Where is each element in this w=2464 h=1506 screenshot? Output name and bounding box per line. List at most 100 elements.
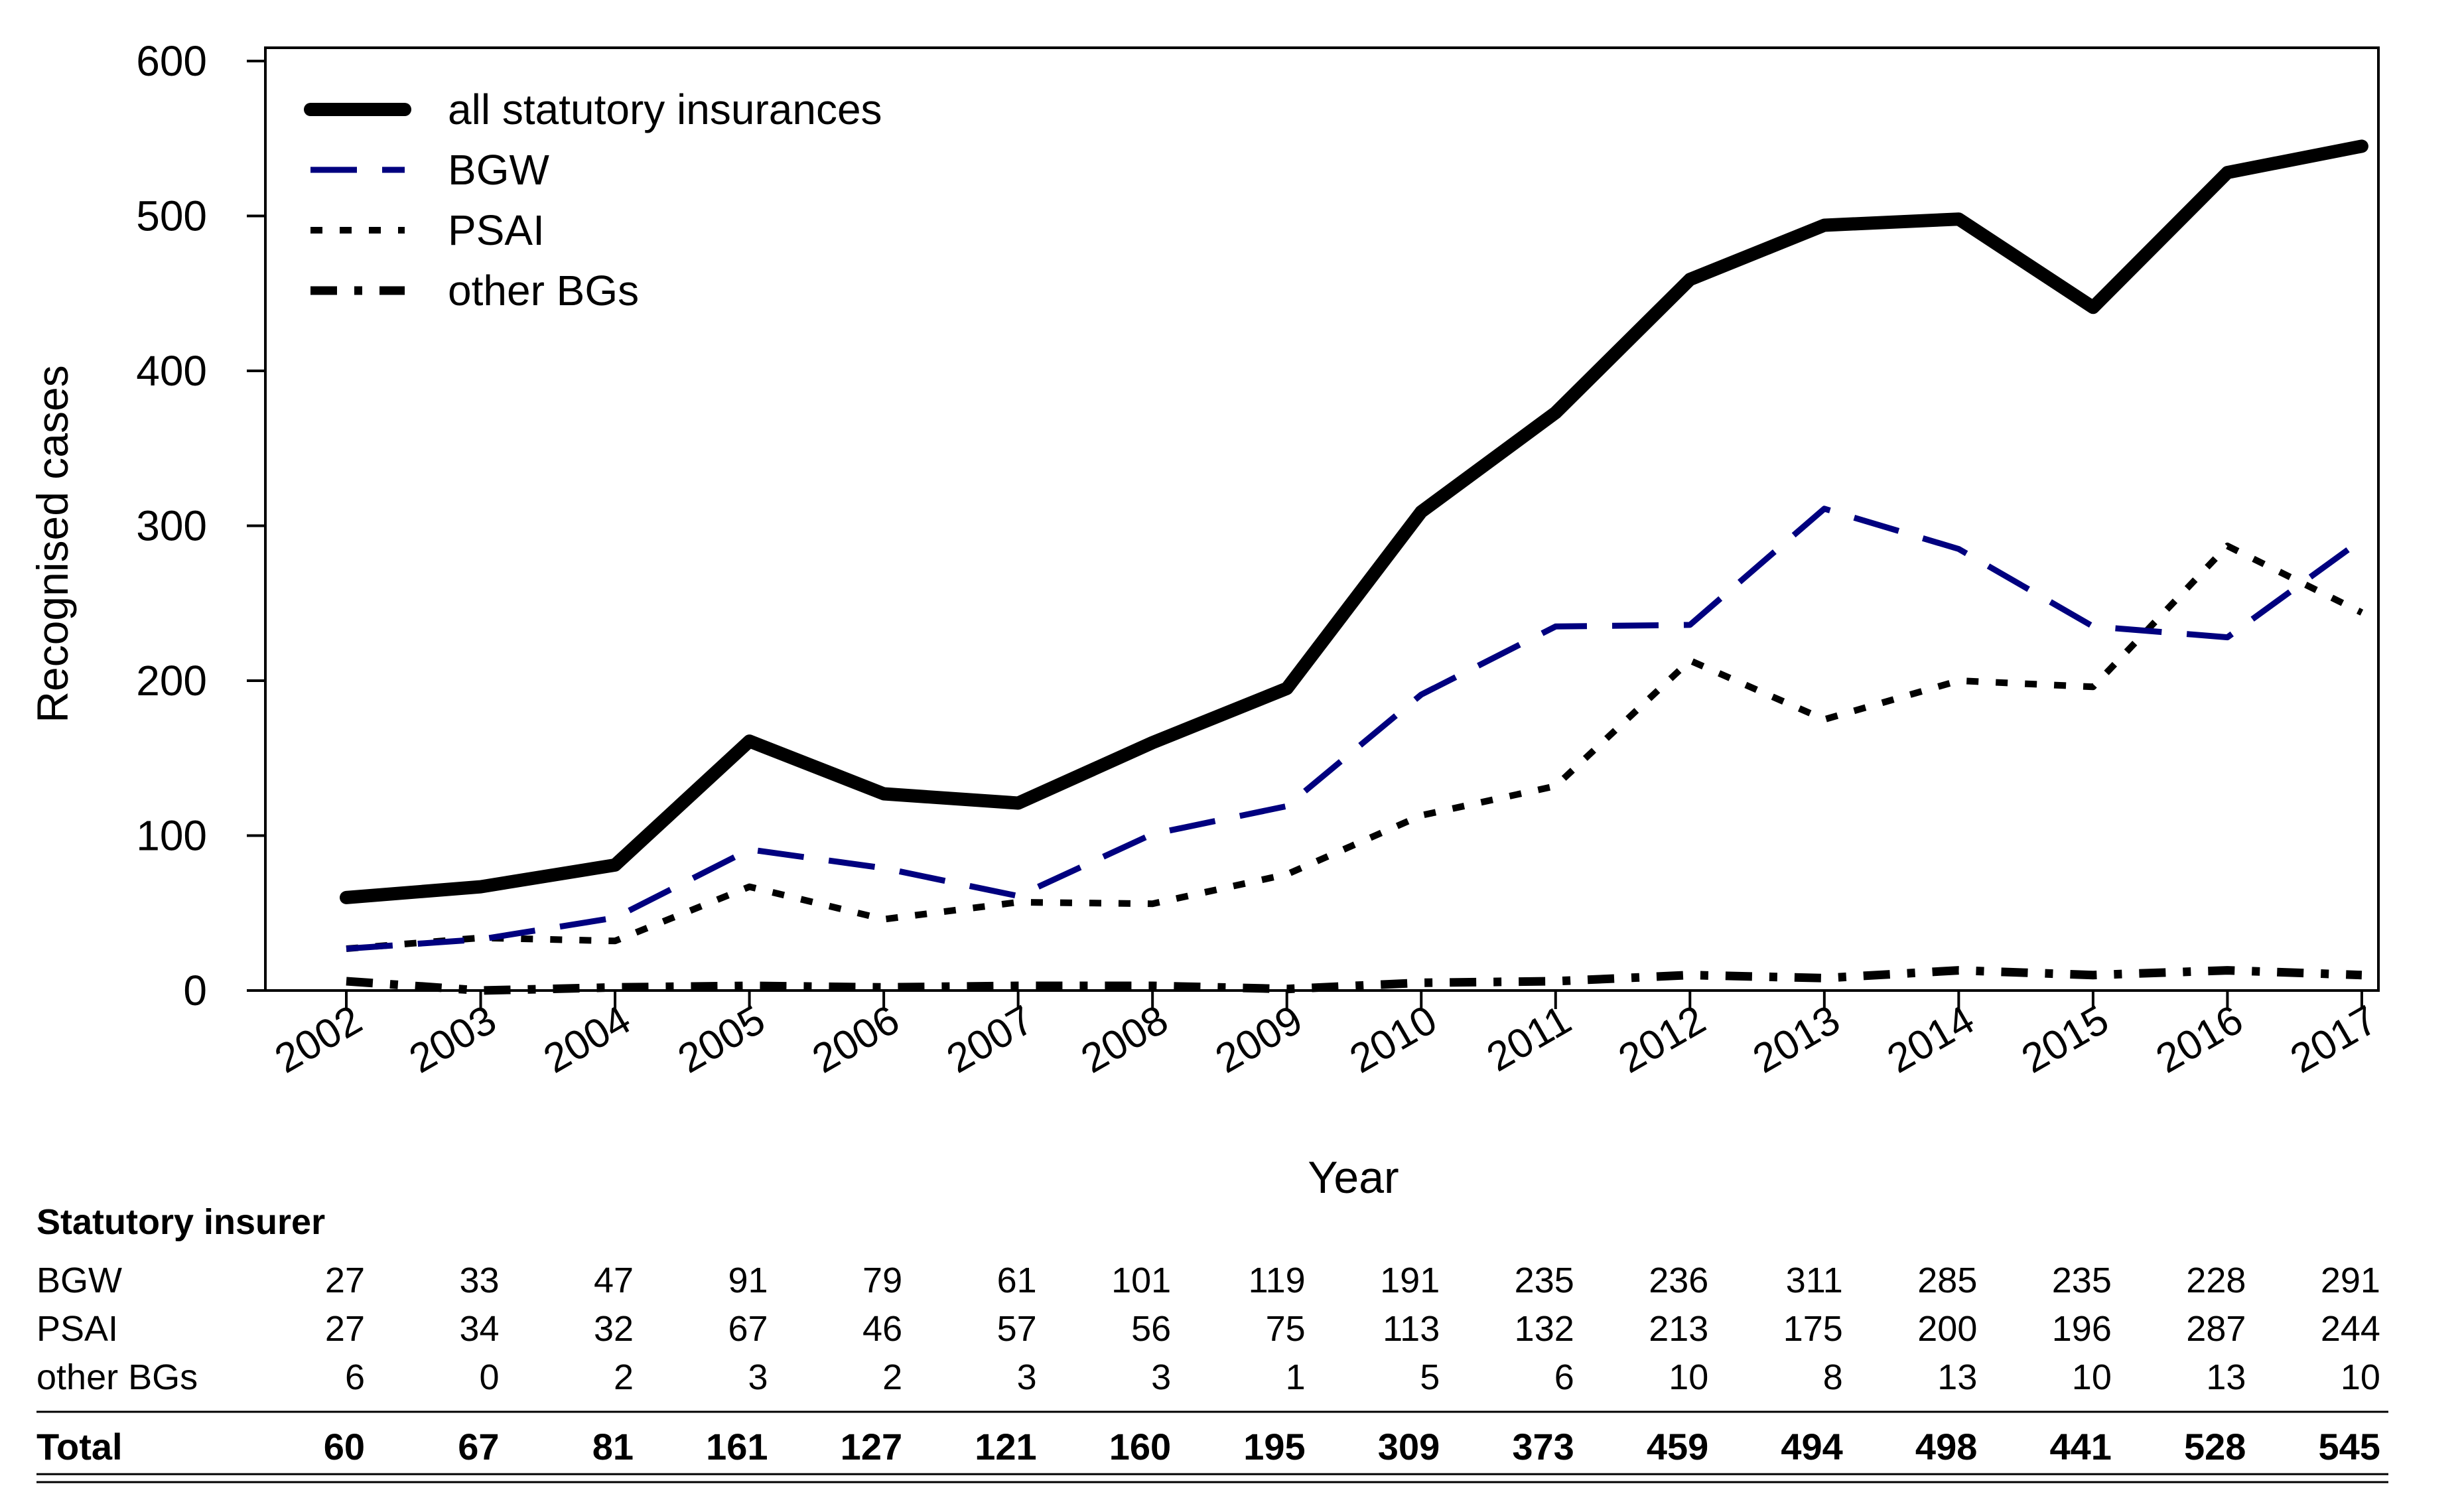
table-cell: 67 bbox=[728, 1309, 768, 1349]
data-point-psai bbox=[883, 919, 884, 920]
legend: all statutory insurances BGW PSAI other BGs bbox=[304, 86, 882, 314]
table-heading: Statutory insurer bbox=[36, 1202, 325, 1242]
x-tick-label: 2009 bbox=[1208, 996, 1310, 1082]
x-tick-label: 2017 bbox=[2283, 996, 2385, 1082]
legend-label-other-bgs: other BGs bbox=[448, 267, 639, 314]
table-cell: 57 bbox=[997, 1309, 1037, 1349]
data-point-other-bgs bbox=[614, 987, 616, 988]
series-line-other-bgs bbox=[346, 966, 2362, 995]
table-cell: 113 bbox=[1383, 1309, 1440, 1349]
table-cell: 6 bbox=[345, 1357, 365, 1397]
plot-frame bbox=[264, 46, 2380, 992]
table-cell: 213 bbox=[1649, 1309, 1708, 1349]
y-tick-label: 600 bbox=[136, 37, 207, 85]
table-total-cell: 81 bbox=[592, 1426, 634, 1468]
table-cell: 244 bbox=[2321, 1309, 2380, 1349]
table-cell: 2 bbox=[882, 1357, 902, 1397]
x-tick-label: 2013 bbox=[1745, 996, 1848, 1082]
table-cell: 287 bbox=[2186, 1309, 2246, 1349]
table-cell: 13 bbox=[1937, 1357, 1977, 1397]
table-total-cell: 161 bbox=[706, 1426, 768, 1468]
table-cell: 3 bbox=[1151, 1357, 1171, 1397]
table-cell: 0 bbox=[479, 1357, 499, 1397]
table-cell: 235 bbox=[1515, 1261, 1574, 1300]
data-point-psai bbox=[480, 937, 482, 939]
table-cell: 46 bbox=[862, 1309, 902, 1349]
table-cell: 196 bbox=[2052, 1309, 2112, 1349]
table-cell: 5 bbox=[1420, 1357, 1440, 1397]
data-point-bgw bbox=[480, 939, 482, 940]
data-point-bgw bbox=[1152, 833, 1153, 835]
table-cell: 3 bbox=[1017, 1357, 1037, 1397]
data-point-other-bgs bbox=[1420, 982, 1422, 983]
x-tick-label: 2014 bbox=[1880, 996, 1982, 1082]
table-row-label: PSAI bbox=[36, 1309, 118, 1349]
table-cell: 191 bbox=[1380, 1261, 1440, 1300]
table-cell: 311 bbox=[1786, 1261, 1843, 1300]
series-line-bgw bbox=[346, 506, 2364, 952]
x-tick-label: 2016 bbox=[2148, 996, 2250, 1082]
data-point-other-bgs bbox=[1555, 981, 1556, 982]
table-cell: 235 bbox=[2052, 1261, 2112, 1300]
table-cell: 3 bbox=[748, 1357, 768, 1397]
table-cell: 10 bbox=[2072, 1357, 2112, 1397]
y-tick-label: 400 bbox=[136, 347, 207, 395]
table-total-cell: 545 bbox=[2319, 1426, 2380, 1468]
table-row-label: BGW bbox=[36, 1261, 122, 1300]
table-total-cell: 459 bbox=[1647, 1426, 1708, 1468]
data-point-other-bgs bbox=[749, 985, 750, 987]
x-tick-label: 2015 bbox=[2014, 996, 2116, 1082]
data-point-bgw bbox=[614, 917, 616, 918]
x-tick-label: 2010 bbox=[1342, 996, 1444, 1082]
data-point-psai bbox=[1018, 902, 1019, 903]
x-tick-label: 2003 bbox=[402, 996, 504, 1082]
x-tick-label: 2006 bbox=[805, 996, 907, 1082]
y-axis: 0 100 200 300 400 500 600 bbox=[136, 37, 265, 1014]
data-point-bgw bbox=[2361, 539, 2362, 541]
table-cell: 132 bbox=[1515, 1309, 1574, 1349]
y-tick-label: 500 bbox=[136, 192, 207, 240]
table-cell: 291 bbox=[2321, 1261, 2380, 1300]
table-cell: 8 bbox=[1823, 1357, 1843, 1397]
x-axis-label: Year bbox=[1308, 1152, 1399, 1203]
legend-label-bgw: BGW bbox=[448, 146, 549, 194]
table-total-cell: 67 bbox=[458, 1426, 499, 1468]
x-tick-label: 2002 bbox=[267, 996, 370, 1082]
table-cell: 33 bbox=[459, 1261, 499, 1300]
data-table: Statutory insurer BGW 27 33 47 91 79 61 101 119 1… bbox=[36, 1202, 2388, 1483]
table-total-cell: 60 bbox=[324, 1426, 365, 1468]
legend-label-psai: PSAI bbox=[448, 206, 545, 254]
table-total-label: Total bbox=[36, 1426, 123, 1468]
data-point-bgw bbox=[749, 849, 750, 851]
table-cell: 236 bbox=[1649, 1261, 1708, 1300]
table-cell: 27 bbox=[325, 1309, 365, 1349]
table-cell: 200 bbox=[1917, 1309, 1977, 1349]
table-cell: 32 bbox=[594, 1309, 634, 1349]
table-cell: 13 bbox=[2206, 1357, 2246, 1397]
y-tick-label: 300 bbox=[136, 502, 207, 550]
data-point-bgw bbox=[1018, 896, 1019, 897]
table-cell: 175 bbox=[1783, 1309, 1843, 1349]
table-cell: 56 bbox=[1131, 1309, 1171, 1349]
y-axis-label: Recognised cases bbox=[28, 365, 77, 722]
table-cell: 91 bbox=[728, 1261, 768, 1300]
table-total-cell: 528 bbox=[2184, 1426, 2246, 1468]
data-point-bgw bbox=[1286, 805, 1288, 807]
table-total-cell: 498 bbox=[1915, 1426, 1977, 1468]
data-point-psai bbox=[1958, 680, 1959, 681]
data-point-other-bgs bbox=[883, 987, 884, 988]
data-point-bgw bbox=[2092, 626, 2094, 627]
y-tick-label: 100 bbox=[136, 812, 207, 860]
table-total-cell: 160 bbox=[1109, 1426, 1171, 1468]
data-point-bgw bbox=[883, 868, 884, 869]
table-cell: 34 bbox=[459, 1309, 499, 1349]
table-cell: 1 bbox=[1286, 1357, 1306, 1397]
data-point-other-bgs bbox=[1824, 977, 1825, 979]
x-axis: 2002 2003 2004 2005 2006 2007 2008 2009 2010 2011… bbox=[267, 991, 2385, 1082]
table-cell: 101 bbox=[1111, 1261, 1171, 1300]
series-layer bbox=[340, 139, 2368, 995]
table-total-cell: 195 bbox=[1243, 1426, 1305, 1468]
table-cell: 79 bbox=[862, 1261, 902, 1300]
series-line-psai bbox=[346, 542, 2364, 952]
